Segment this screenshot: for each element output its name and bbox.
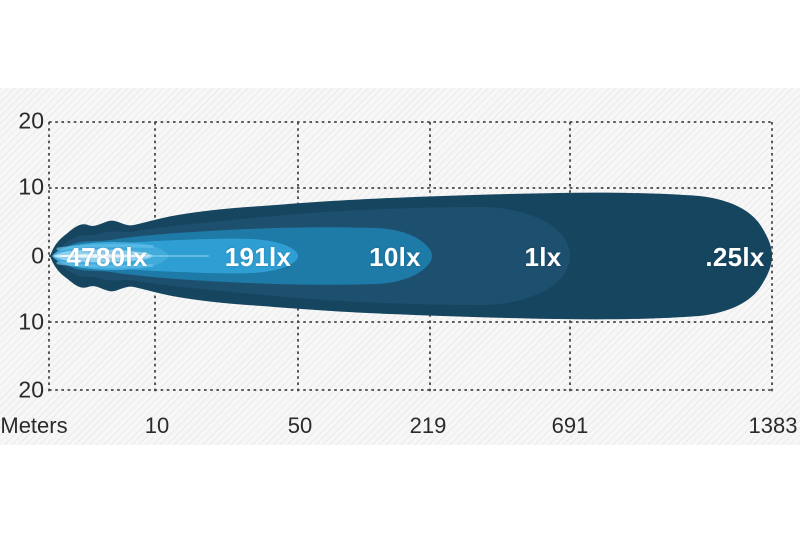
beam-core-wave-streak-bottom: [56, 261, 154, 268]
beam-core-center-streak: [53, 254, 152, 258]
y-tick-top-20: 20: [18, 107, 44, 134]
y-tick-top-10: 10: [18, 173, 44, 200]
x-tick-219m: 219: [409, 413, 447, 438]
x-tick-1383m: 1383: [748, 413, 798, 438]
x-axis-unit-label: Meters: [0, 413, 68, 438]
x-tick-10m: 10: [144, 413, 170, 438]
y-tick-zero: 0: [31, 242, 44, 269]
zone-label-191lx: 191lx: [224, 242, 292, 272]
zone-label-10lx: 10lx: [369, 242, 421, 272]
y-tick-bottom-20: 20: [18, 376, 44, 403]
zone-label-4780lx: 4780lx: [66, 242, 148, 272]
x-tick-691m: 691: [551, 413, 589, 438]
y-tick-bottom-10: 10: [18, 308, 44, 335]
zone-label-1lx: 1lx: [524, 242, 562, 272]
zone-label-25lx: .25lx: [705, 242, 765, 272]
x-tick-50m: 50: [287, 413, 313, 438]
beam-core-wave-streak-top: [56, 244, 154, 251]
